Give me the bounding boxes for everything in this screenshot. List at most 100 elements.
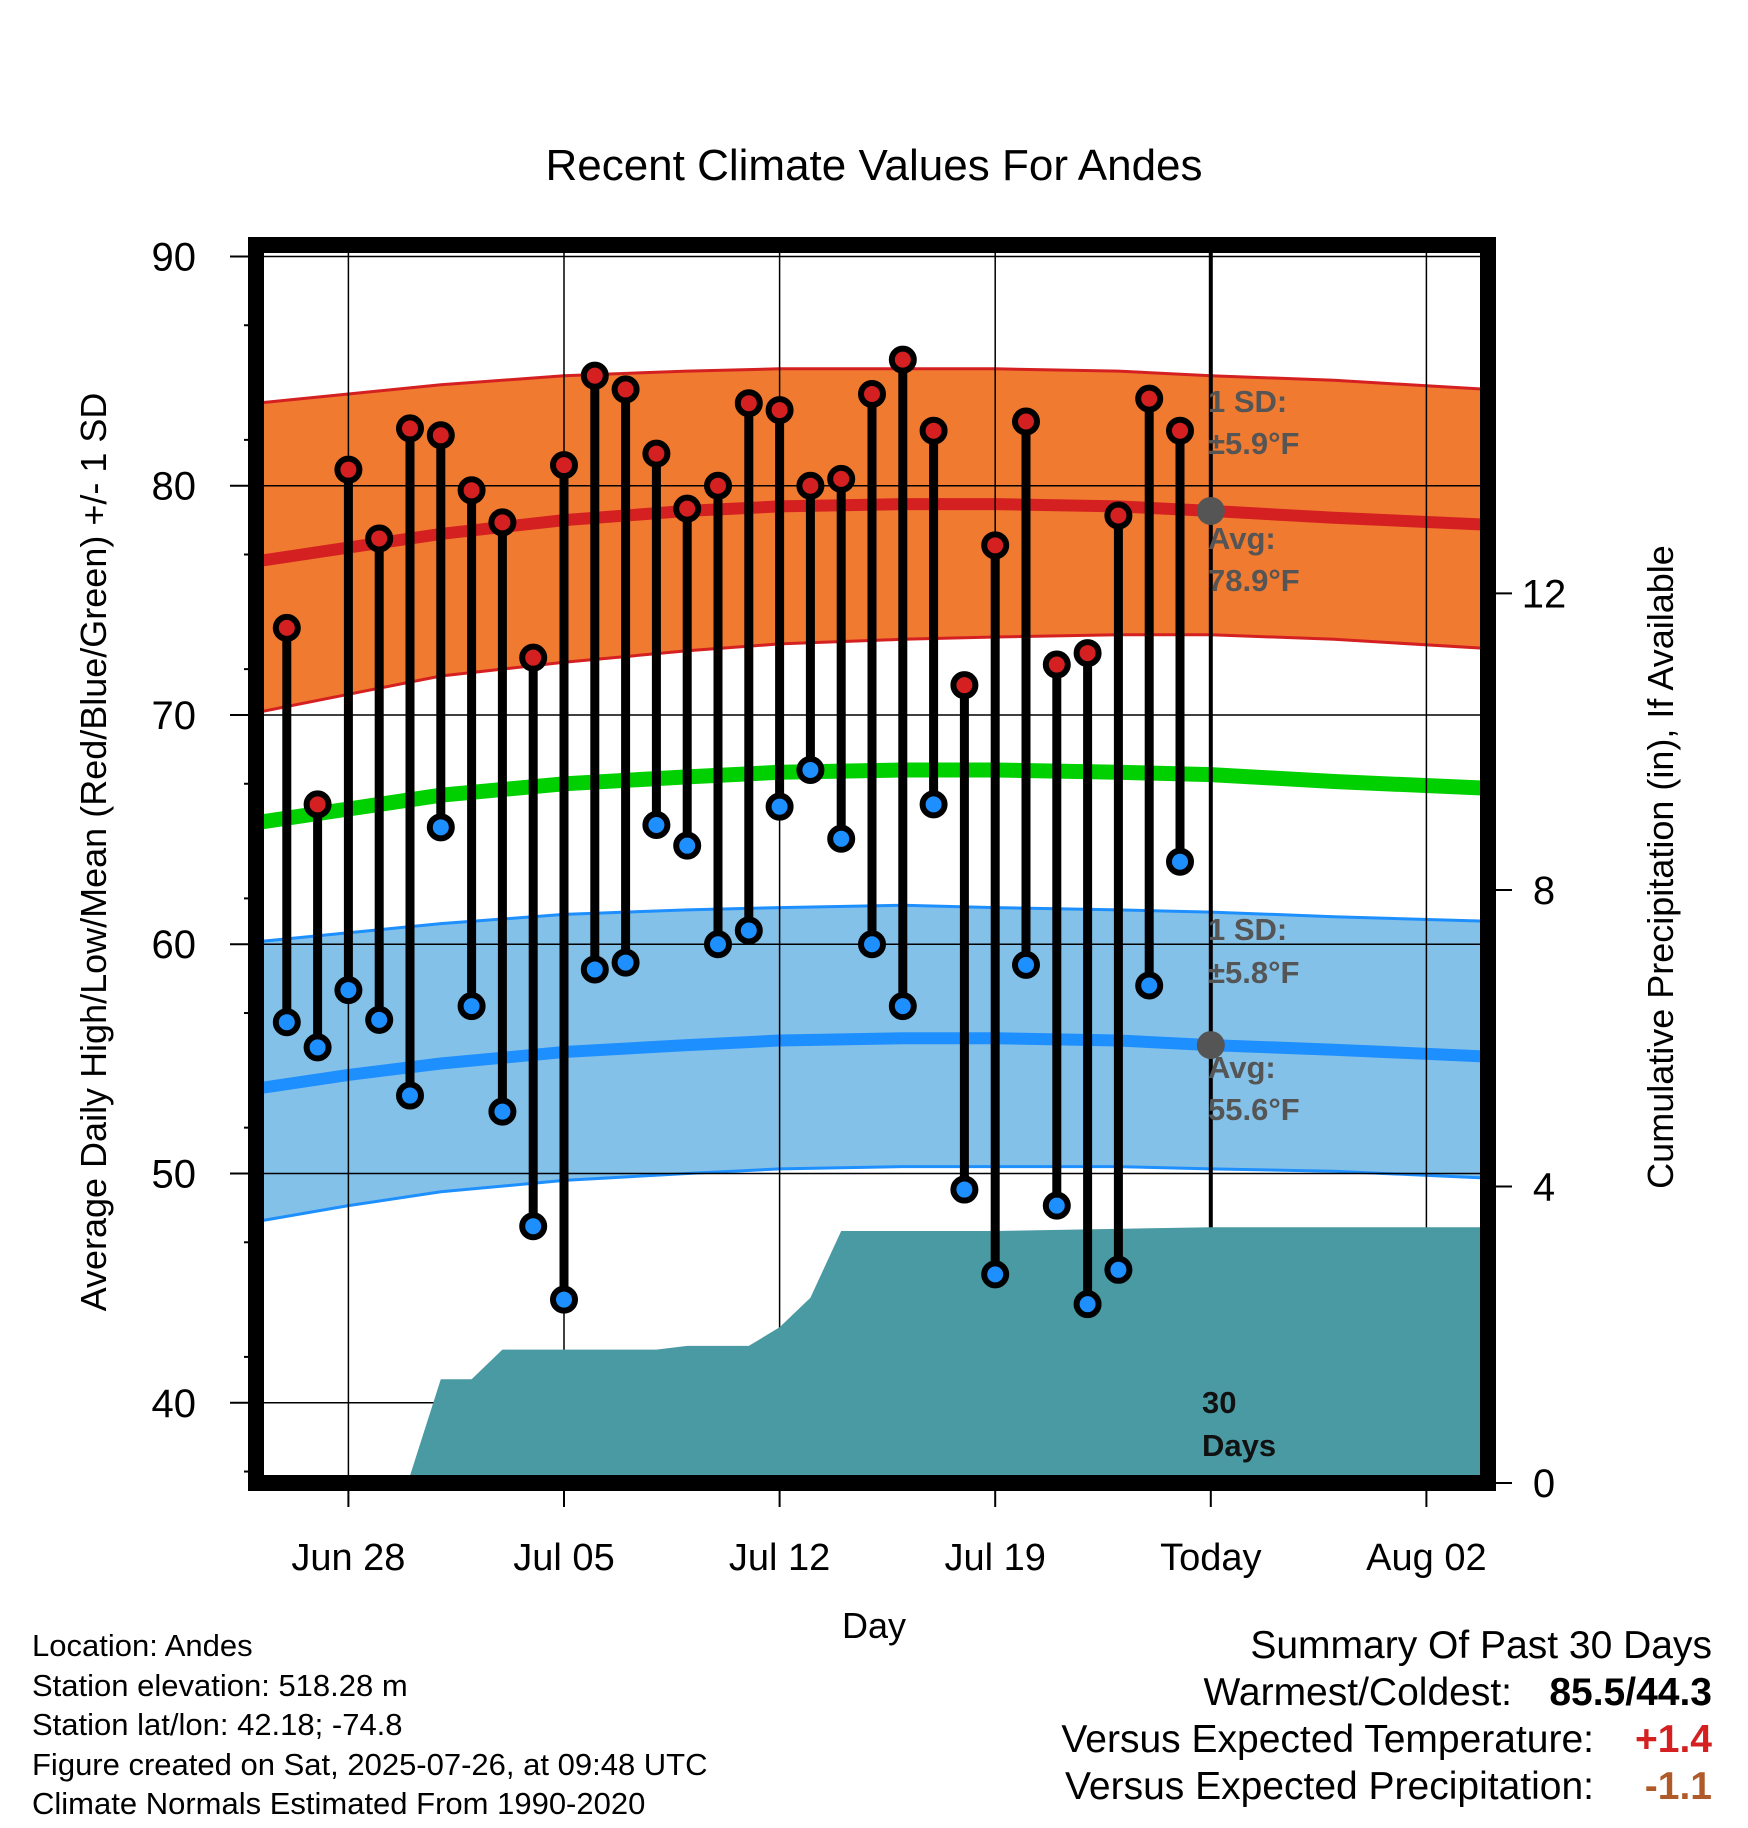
y-tick-label: 60 xyxy=(152,923,197,967)
days-count: 30 xyxy=(1202,1385,1236,1420)
high-point xyxy=(919,416,948,445)
low-point xyxy=(334,976,363,1005)
y-tick-label: 40 xyxy=(152,1382,197,1426)
warm-cold-label: Warmest/Coldest: xyxy=(1203,1671,1512,1714)
normals-text: Climate Normals Estimated From 1990-2020 xyxy=(32,1786,646,1821)
high-point xyxy=(858,380,886,409)
precipitation-area xyxy=(256,1227,1488,1483)
low-point xyxy=(919,790,948,819)
high-point xyxy=(1135,384,1164,413)
temp-departure-value: +1.4 xyxy=(1635,1718,1712,1761)
low-point xyxy=(365,1005,394,1034)
high-point xyxy=(827,464,856,493)
right-tick-label: 12 xyxy=(1522,572,1567,616)
high-point xyxy=(519,643,548,672)
x-tick-label: Jun 28 xyxy=(291,1537,405,1579)
low-normal-line xyxy=(256,1032,1488,1095)
daily-points xyxy=(272,345,1225,1319)
low-point xyxy=(519,1212,548,1241)
station-info: Location: Andes Station elevation: 518.2… xyxy=(32,1626,708,1824)
cumulative-precip-area xyxy=(256,1227,1488,1483)
high-sd-value: ±5.9°F xyxy=(1208,426,1299,461)
low-avg-label: Avg: xyxy=(1208,1050,1276,1085)
low-point xyxy=(611,948,640,977)
days-word: Days xyxy=(1202,1428,1276,1463)
high-point xyxy=(488,508,517,537)
low-point xyxy=(1073,1290,1102,1319)
high-point xyxy=(981,531,1010,560)
elevation-text: Station elevation: 518.28 m xyxy=(32,1667,408,1703)
low-point xyxy=(1166,847,1194,876)
low-point xyxy=(1135,971,1164,1000)
low-point xyxy=(765,792,794,821)
low-point xyxy=(796,756,825,785)
created-text: Figure created on Sat, 2025-07-26, at 09… xyxy=(32,1746,708,1782)
low-point xyxy=(396,1081,424,1110)
high-point xyxy=(303,790,332,819)
summary-temp-row: Versus Expected Temperature: +1.4 xyxy=(1061,1716,1712,1763)
today-high-normal-marker xyxy=(1196,496,1225,525)
high-point xyxy=(1073,639,1102,668)
high-point xyxy=(704,471,732,500)
y-tick-label: 90 xyxy=(152,235,197,279)
low-point xyxy=(950,1175,979,1204)
x-tick-label: Jul 12 xyxy=(729,1537,830,1579)
summary-warm-cold-row: Warmest/Coldest: 85.5/44.3 xyxy=(1061,1669,1712,1716)
low-point xyxy=(673,831,702,860)
daily-range-bars xyxy=(282,359,1185,1305)
low-point xyxy=(1042,1191,1071,1220)
precip-departure-value: -1.1 xyxy=(1644,1765,1712,1808)
low-avg-value: 55.6°F xyxy=(1208,1092,1300,1127)
high-avg-label: Avg: xyxy=(1208,521,1276,556)
x-axis-label: Day xyxy=(842,1605,906,1646)
right-tick-label: 4 xyxy=(1533,1165,1555,1209)
high-point xyxy=(642,439,671,468)
low-point xyxy=(272,1008,301,1037)
high-sd-upper-line xyxy=(256,367,1488,405)
summary-precip-row: Versus Expected Precipitation: -1.1 xyxy=(1061,1763,1712,1810)
plot-frame xyxy=(248,237,1496,1491)
high-point xyxy=(765,396,794,425)
low-point xyxy=(734,916,763,945)
location-text: Location: Andes xyxy=(32,1628,253,1663)
low-point xyxy=(488,1097,517,1126)
low-point xyxy=(580,955,609,984)
high-avg-value: 78.9°F xyxy=(1208,563,1300,598)
y-axis-right-label: Cumulative Precipitation (in), If Availa… xyxy=(1640,545,1681,1189)
high-point xyxy=(888,345,917,374)
high-point xyxy=(580,361,609,390)
high-sd-label: 1 SD: xyxy=(1208,384,1287,419)
low-point xyxy=(303,1033,332,1062)
low-point xyxy=(981,1260,1010,1289)
high-point xyxy=(673,494,702,523)
high-point xyxy=(426,421,455,450)
low-sd-upper-line xyxy=(256,903,1488,944)
low-point xyxy=(888,992,917,1021)
temp-departure-label: Versus Expected Temperature: xyxy=(1061,1718,1594,1761)
low-sd-lower-line xyxy=(256,1165,1488,1224)
y-tick-label: 50 xyxy=(152,1153,197,1197)
right-tick-label: 0 xyxy=(1533,1462,1555,1506)
high-point xyxy=(334,455,363,484)
summary-heading: Summary Of Past 30 Days xyxy=(1250,1624,1712,1667)
y-tick-label: 70 xyxy=(152,694,197,738)
x-tick-label: Today xyxy=(1160,1537,1261,1579)
chart-title: Recent Climate Values For Andes xyxy=(545,141,1202,190)
low-sd-label: 1 SD: xyxy=(1208,912,1287,947)
low-point xyxy=(457,992,486,1021)
high-point xyxy=(457,476,486,505)
precip-departure-label: Versus Expected Precipitation: xyxy=(1065,1765,1594,1808)
high-point xyxy=(1104,501,1133,530)
high-point xyxy=(272,613,301,642)
high-point xyxy=(365,524,394,553)
low-point xyxy=(1012,950,1040,979)
high-point xyxy=(734,389,763,418)
high-point xyxy=(1166,416,1194,445)
high-point xyxy=(396,414,424,443)
low-point xyxy=(642,811,671,840)
x-tick-label: Aug 02 xyxy=(1366,1537,1486,1579)
high-point xyxy=(950,671,979,700)
low-point xyxy=(858,930,886,959)
low-point xyxy=(704,930,732,959)
